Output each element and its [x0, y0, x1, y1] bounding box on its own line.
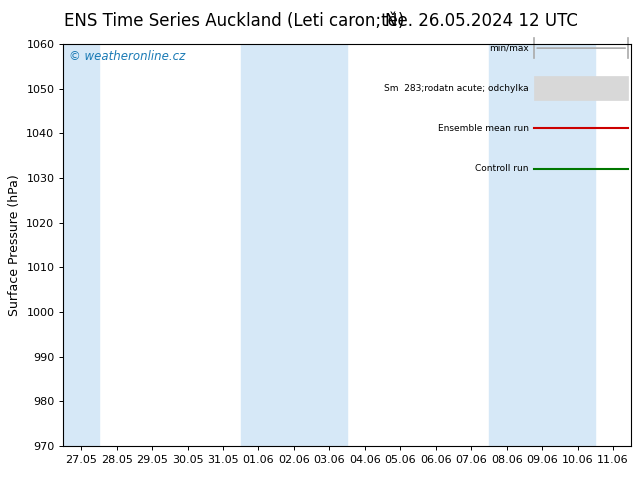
Text: min/max: min/max [489, 44, 529, 52]
Bar [534, 76, 628, 100]
Text: Sm  283;rodatn acute; odchylka: Sm 283;rodatn acute; odchylka [384, 84, 529, 93]
Text: ENS Time Series Auckland (Leti caron;tě): ENS Time Series Auckland (Leti caron;tě) [65, 12, 404, 30]
Text: Ne. 26.05.2024 12 UTC: Ne. 26.05.2024 12 UTC [385, 12, 578, 30]
Text: © weatheronline.cz: © weatheronline.cz [69, 50, 185, 63]
Text: Controll run: Controll run [476, 164, 529, 173]
Bar [241, 44, 347, 446]
Bar [489, 44, 595, 446]
Bar [63, 44, 99, 446]
Text: Ensemble mean run: Ensemble mean run [437, 124, 529, 133]
Y-axis label: Surface Pressure (hPa): Surface Pressure (hPa) [8, 174, 21, 316]
